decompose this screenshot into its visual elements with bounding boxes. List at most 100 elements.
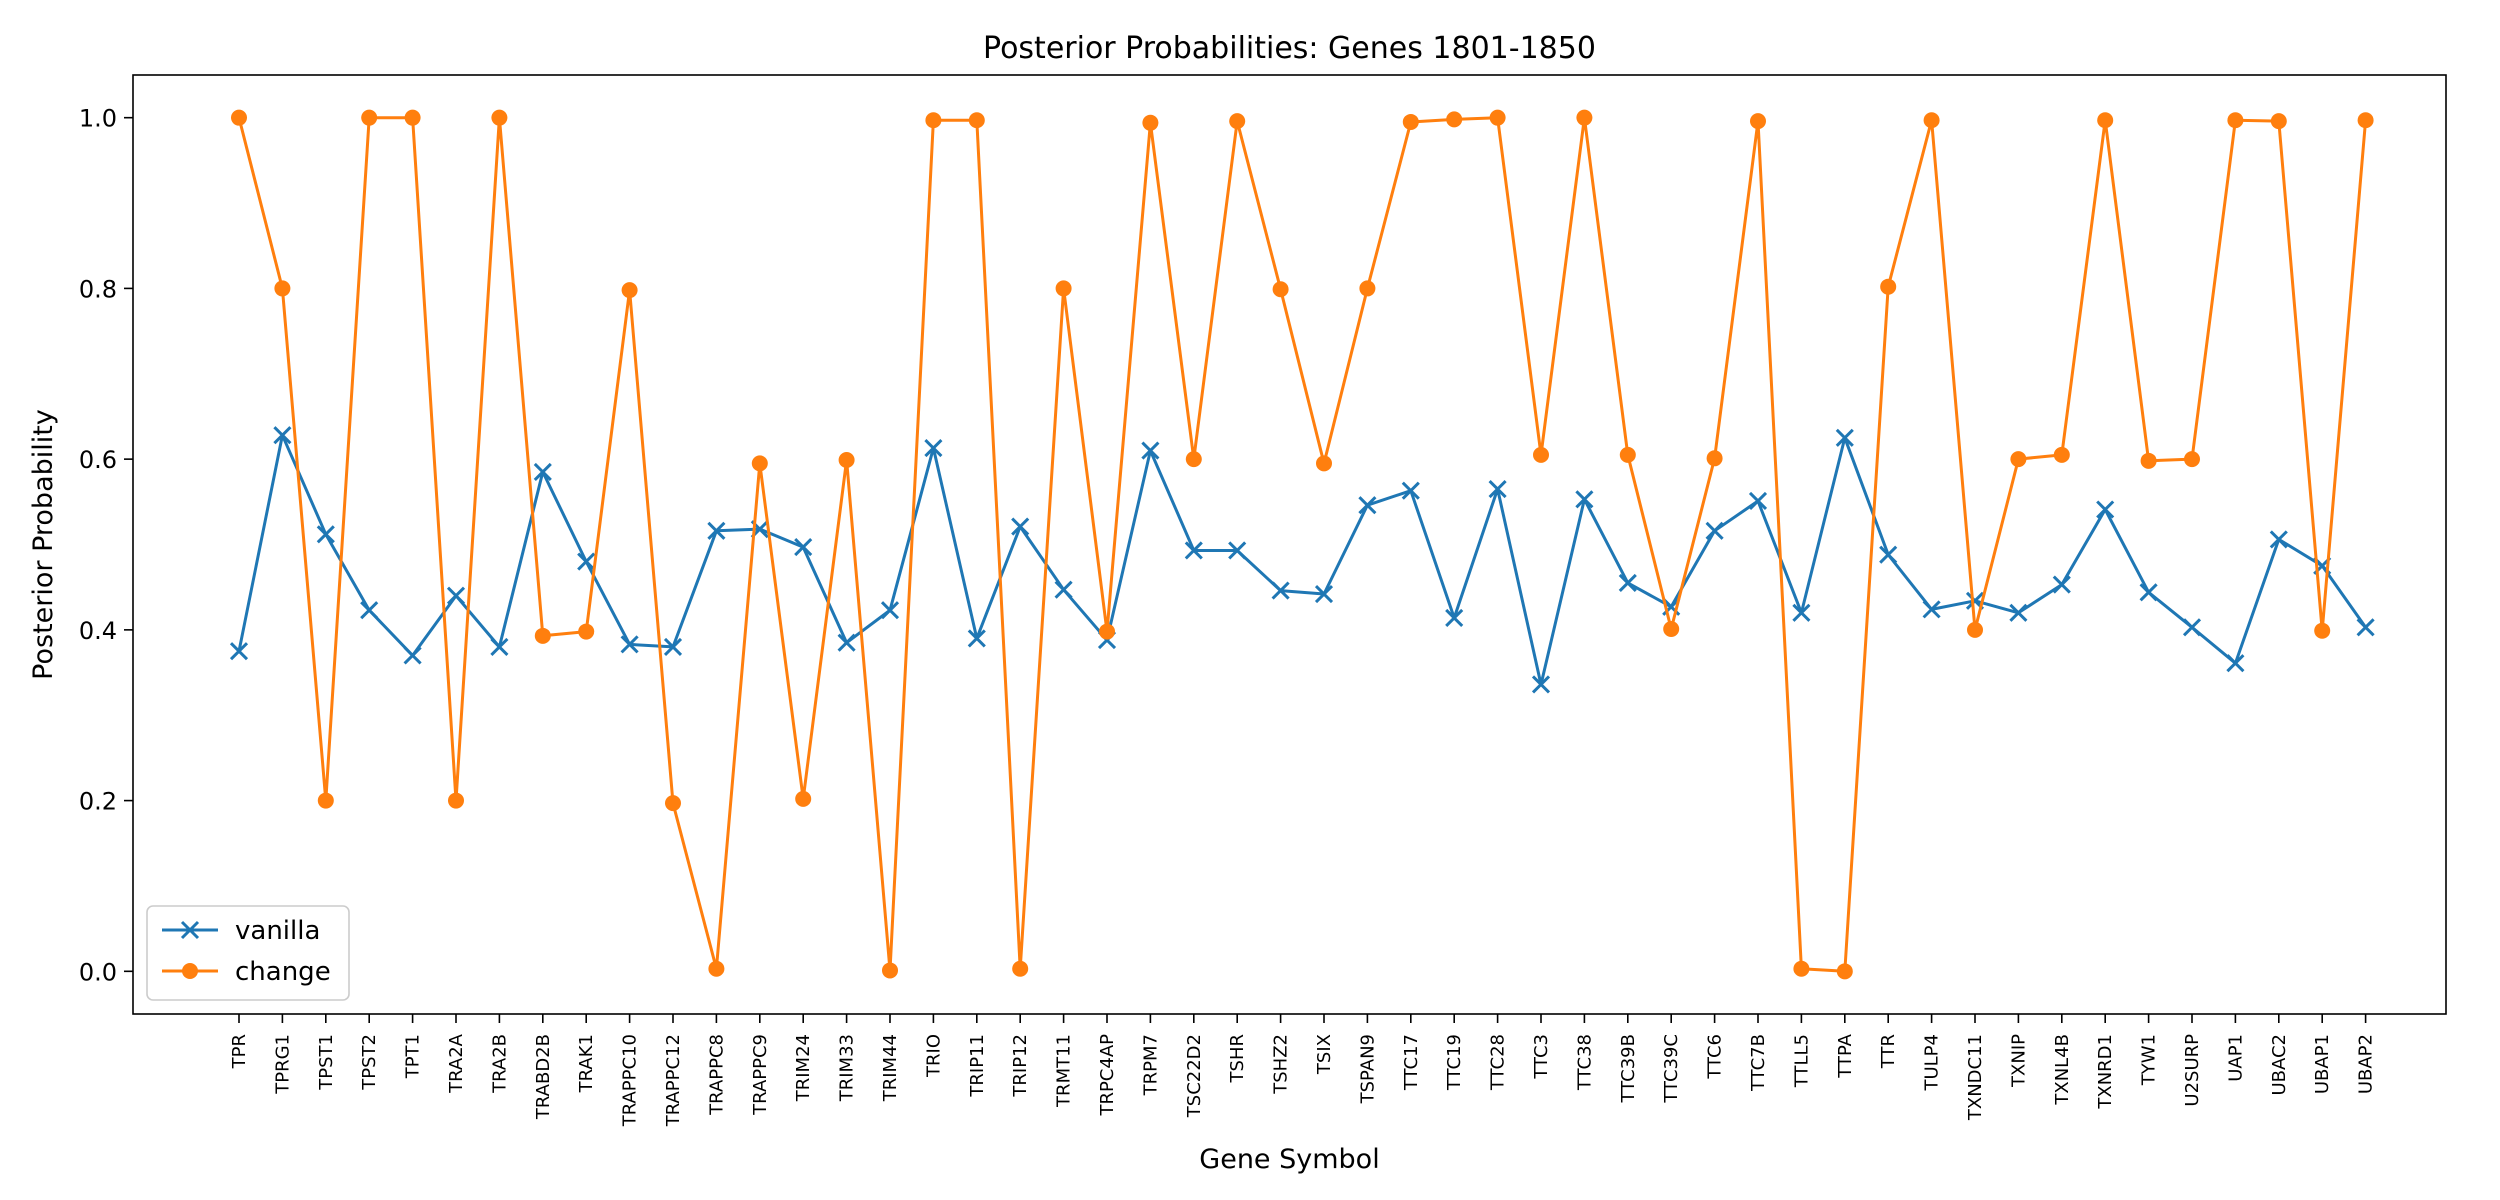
x-axis: TPR TPRG1 TPST1 TPST2 TPT1 TRA2A TRA2B TRABD2B T… (229, 1014, 2377, 1127)
data-point-change (882, 962, 898, 979)
data-point-change (2184, 451, 2200, 468)
data-point-vanilla (2269, 530, 2288, 549)
data-point-change (1316, 455, 1332, 472)
data-point-change (1576, 109, 1593, 126)
data-point-vanilla (1054, 580, 1073, 599)
data-point-vanilla (1445, 608, 1464, 627)
data-point-vanilla (1835, 428, 1854, 447)
data-point-change (317, 792, 334, 809)
data-point-change (534, 627, 551, 644)
data-point-change (925, 112, 942, 129)
x-tick-label: TSHZ2 (1271, 1034, 1292, 1095)
x-tick-label: TRIM33 (837, 1034, 858, 1102)
data-point-change (2227, 112, 2244, 129)
y-tick-label: 0.2 (79, 788, 117, 816)
data-point-vanilla (924, 438, 943, 458)
data-point-change (708, 960, 725, 977)
legend-label-vanilla: vanilla (235, 916, 320, 946)
x-tick-label: UBAP1 (2312, 1034, 2333, 1094)
data-point-vanilla (2139, 583, 2158, 602)
data-point-vanilla (1358, 496, 1377, 515)
data-point-vanilla (880, 601, 900, 620)
data-point-vanilla (1618, 573, 1637, 592)
data-point-change (231, 109, 247, 126)
x-tick-label: TRA2B (489, 1034, 510, 1094)
data-point-change (795, 790, 812, 807)
data-point-change (1272, 281, 1289, 298)
data-point-change (2270, 113, 2287, 130)
data-point-vanilla (2009, 603, 2028, 622)
x-axis-label: Gene Symbol (1199, 1144, 1379, 1175)
data-point-vanilla (2096, 500, 2115, 519)
data-point-change (665, 795, 681, 812)
x-tick-label: TTLL5 (1791, 1034, 1812, 1088)
data-point-change (1923, 112, 1940, 129)
legend-entry-vanilla: vanilla (162, 916, 320, 946)
x-tick-label: TPST1 (316, 1034, 337, 1091)
y-tick-label: 0.6 (79, 446, 117, 474)
x-tick-label: TTR (1878, 1034, 1899, 1069)
data-point-vanilla (1184, 541, 1203, 560)
x-tick-label: TXNL4B (2052, 1034, 2073, 1106)
x-tick-label: TTC7B (1748, 1034, 1769, 1092)
x-tick-label: TSPAN9 (1357, 1034, 1378, 1104)
legend-marker-change (182, 963, 198, 979)
y-tick-label: 0.8 (79, 275, 117, 303)
x-tick-label: TRPM7 (1140, 1034, 1161, 1096)
data-point-change (2314, 622, 2331, 639)
data-point-vanilla (1401, 481, 1420, 500)
data-point-vanilla (1922, 600, 1941, 619)
y-tick-label: 0.0 (79, 958, 117, 986)
data-point-vanilla (707, 521, 726, 540)
x-tick-label: TRIP11 (967, 1034, 988, 1098)
data-point-vanilla (1011, 517, 1030, 536)
data-point-vanilla (533, 462, 552, 482)
data-point-vanilla (403, 646, 422, 665)
data-point-change (968, 112, 985, 129)
data-point-change (1663, 621, 1680, 638)
x-tick-label: U2SURP (2182, 1034, 2203, 1107)
data-point-change (1402, 113, 1419, 130)
data-point-change (491, 109, 508, 126)
x-tick-label: TPT1 (403, 1034, 424, 1079)
data-point-change (1533, 446, 1549, 463)
data-point-change (1185, 451, 1202, 468)
data-point-change (2140, 452, 2157, 469)
x-tick-label: TRIP12 (1010, 1034, 1031, 1098)
data-point-change (1967, 621, 1983, 638)
data-point-change (448, 792, 464, 809)
x-tick-label: TRABD2B (533, 1034, 554, 1120)
x-tick-label: TSC22D2 (1184, 1034, 1205, 1118)
x-tick-label: UBAC2 (2269, 1034, 2290, 1096)
x-tick-label: TRAPPC10 (620, 1034, 641, 1127)
data-point-vanilla (1488, 479, 1507, 499)
data-point-vanilla (1792, 603, 1811, 622)
x-tick-label: TULP4 (1922, 1034, 1943, 1092)
data-point-vanilla (1575, 490, 1594, 509)
y-axis: 0.0 0.2 0.4 0.6 0.8 1.0 (79, 105, 133, 986)
data-point-vanilla (1531, 675, 1551, 694)
data-point-change (751, 455, 768, 472)
x-tick-label: TSIX (1314, 1034, 1335, 1075)
x-tick-label: TYW1 (2139, 1034, 2160, 1086)
data-point-change (621, 282, 638, 299)
x-tick-label: TRAPPC9 (750, 1034, 771, 1116)
x-tick-label: TPRG1 (272, 1034, 293, 1095)
data-point-change (1750, 113, 1766, 130)
data-point-vanilla (1879, 545, 1898, 564)
x-tick-label: TTC19 (1444, 1034, 1465, 1091)
x-tick-label: TRAPPC12 (663, 1034, 684, 1127)
data-point-vanilla (2052, 575, 2071, 594)
data-point-vanilla (316, 525, 335, 544)
data-point-vanilla (1314, 584, 1334, 604)
data-point-change (1012, 960, 1029, 977)
series-layer (229, 109, 2375, 980)
data-point-change (2053, 446, 2070, 463)
data-point-change (578, 623, 595, 640)
data-point-vanilla (2226, 654, 2245, 673)
series-change (231, 109, 2374, 980)
legend: vanilla change (146, 905, 350, 1001)
x-tick-label: TTC39B (1618, 1034, 1639, 1103)
data-point-change (838, 451, 855, 468)
